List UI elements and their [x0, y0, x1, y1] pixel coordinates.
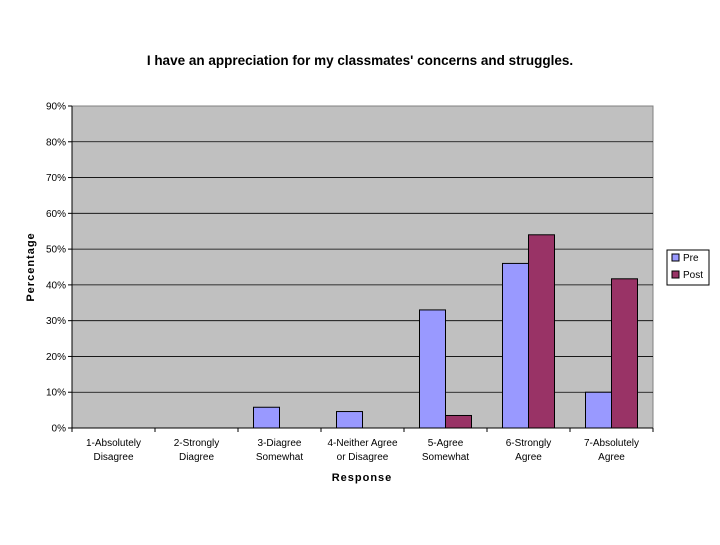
- x-tick-label: 5-Agree Somewhat: [422, 438, 469, 463]
- x-tick-label: 7-Absolutely Agree: [584, 438, 639, 463]
- y-tick-label: 10%: [46, 388, 66, 399]
- x-tick-label: 2-Strongly Diagree: [174, 438, 220, 463]
- x-axis-label: Response: [332, 472, 393, 484]
- bar-post-6: [528, 234, 555, 429]
- chart-title: I have an appreciation for my classmates…: [147, 53, 573, 68]
- y-tick-label: 20%: [46, 352, 66, 363]
- bar-pre-7: [585, 391, 612, 429]
- legend-label-pre: Pre: [683, 253, 699, 264]
- x-tick-label: 4-Neither Agree or Disagree: [327, 438, 397, 463]
- bar-pre-5: [419, 309, 446, 429]
- x-tick-label: 6-Strongly Agree: [506, 438, 552, 463]
- bar-post-7: [611, 278, 638, 429]
- bar-pre-3: [253, 406, 280, 429]
- y-tick-label: 50%: [46, 245, 66, 256]
- y-tick-label: 70%: [46, 173, 66, 184]
- legend-swatch-post: [671, 270, 680, 279]
- x-tick-label: 3-Diagree Somewhat: [256, 438, 303, 463]
- y-tick-label: 80%: [46, 137, 66, 148]
- gridlines: [72, 141, 653, 393]
- legend: Pre Post: [666, 249, 710, 286]
- bar-post-5: [445, 414, 472, 429]
- legend-swatch-pre: [671, 253, 680, 262]
- bar-pre-6: [502, 262, 529, 429]
- y-tick-label: 60%: [46, 209, 66, 220]
- y-tick-label: 0%: [52, 424, 67, 435]
- x-axis-ticks: 1-Absolutely Disagree 2-Strongly Diagree 3-D…: [71, 428, 654, 463]
- y-tick-label: 40%: [46, 280, 66, 291]
- x-tick-label: 1-Absolutely Disagree: [86, 438, 141, 463]
- legend-label-post: Post: [683, 270, 703, 281]
- y-tick-label: 90%: [46, 102, 66, 113]
- bar-pre-4: [336, 411, 363, 429]
- y-axis-label: Percentage: [25, 232, 37, 301]
- plot-area: [71, 105, 654, 429]
- y-tick-label: 30%: [46, 316, 66, 327]
- bars: [253, 234, 638, 429]
